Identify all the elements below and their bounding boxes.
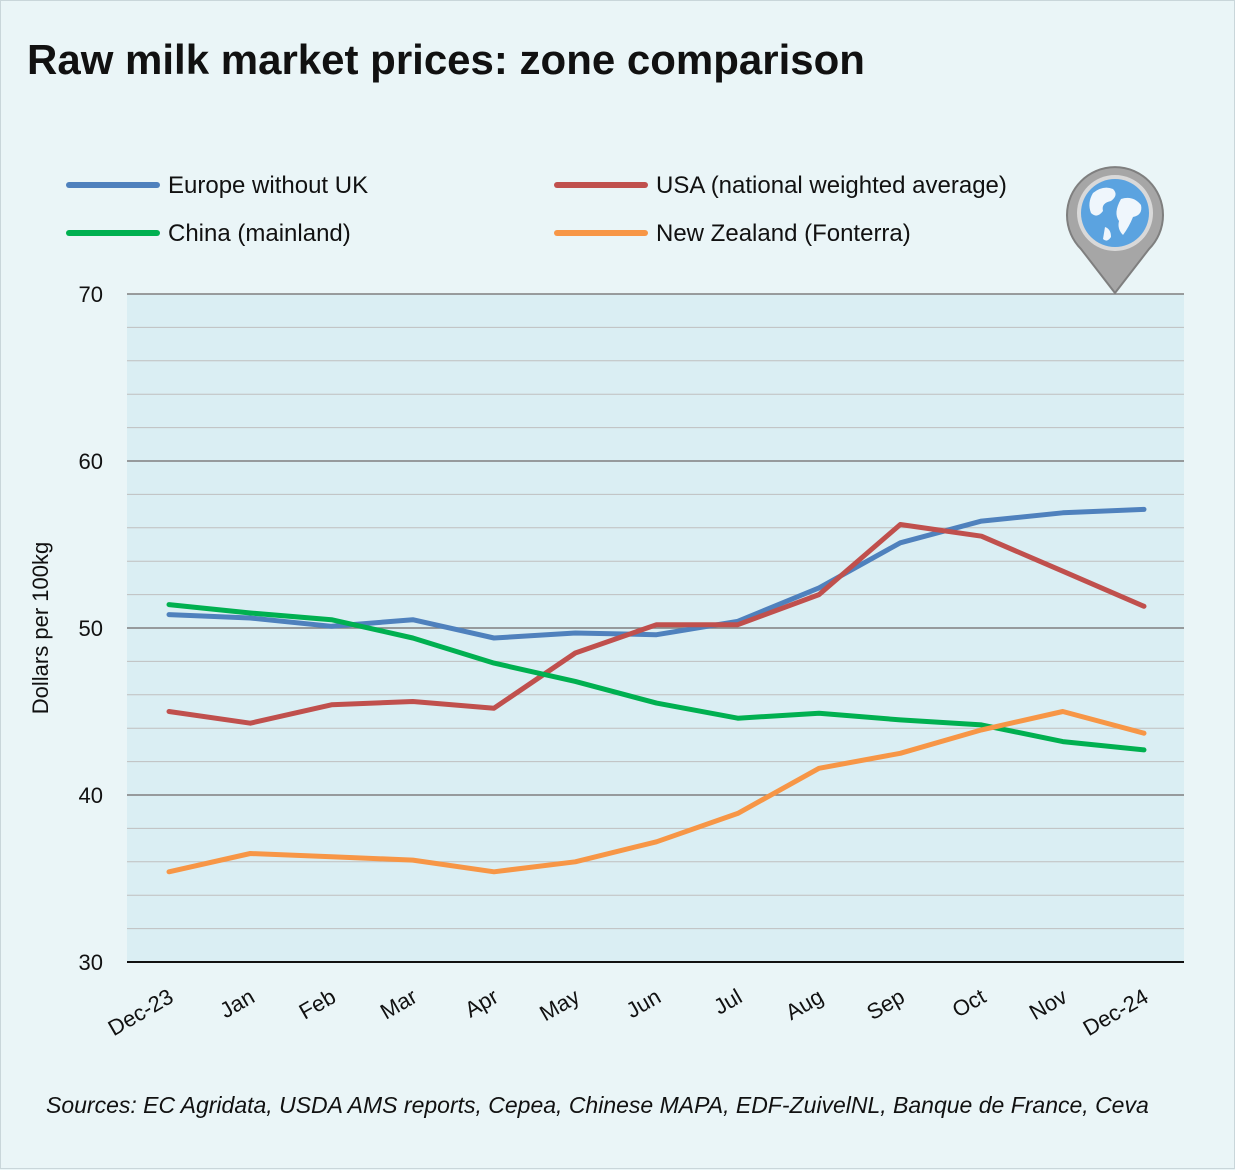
- x-tick-label: Dec-23: [104, 984, 178, 1041]
- y-tick-label: 50: [79, 616, 103, 641]
- y-axis-ticks: 30 40 50 60 70: [79, 282, 103, 975]
- x-tick-label: Jan: [216, 984, 259, 1023]
- x-tick-label: Jul: [709, 984, 746, 1020]
- series-line: [166, 506, 1147, 641]
- chart-title: Raw milk market prices: zone comparison: [27, 36, 865, 83]
- y-tick-label: 30: [79, 950, 103, 975]
- x-tick-label: Aug: [781, 984, 827, 1025]
- x-tick-label: Apr: [460, 984, 502, 1023]
- series-line: [166, 709, 1147, 875]
- legend-label: Europe without UK: [168, 172, 368, 199]
- x-tick-label: Jun: [622, 984, 665, 1023]
- legend-label: New Zealand (Fonterra): [656, 220, 911, 247]
- x-tick-label: Oct: [948, 984, 990, 1023]
- legend-label: China (mainland): [168, 220, 351, 247]
- x-tick-label: Sep: [862, 984, 908, 1025]
- x-tick-label: Mar: [376, 984, 421, 1025]
- y-tick-label: 40: [79, 783, 103, 808]
- source-note: Sources: EC Agridata, USDA AMS reports, …: [46, 1092, 1149, 1118]
- grid-lines: [127, 293, 1184, 930]
- x-tick-label: Dec-24: [1079, 984, 1153, 1041]
- legend: Europe without UK USA (national weighted …: [66, 172, 1007, 247]
- x-tick-label: May: [535, 984, 583, 1026]
- x-axis-ticks: Dec-23 Jan Feb Mar Apr May Jun Jul Aug Sep Oct Nov D…: [104, 984, 1153, 1041]
- y-tick-label: 70: [79, 282, 103, 307]
- series-line: [166, 522, 1147, 726]
- y-axis-label: Dollars per 100kg: [28, 542, 53, 714]
- x-tick-label: Feb: [295, 984, 340, 1025]
- y-tick-label: 60: [79, 449, 103, 474]
- legend-label: USA (national weighted average): [656, 172, 1007, 199]
- series-line: [166, 602, 1147, 753]
- globe-pin-icon: [1066, 166, 1164, 295]
- series-lines: [166, 506, 1147, 875]
- x-tick-label: Nov: [1025, 984, 1071, 1025]
